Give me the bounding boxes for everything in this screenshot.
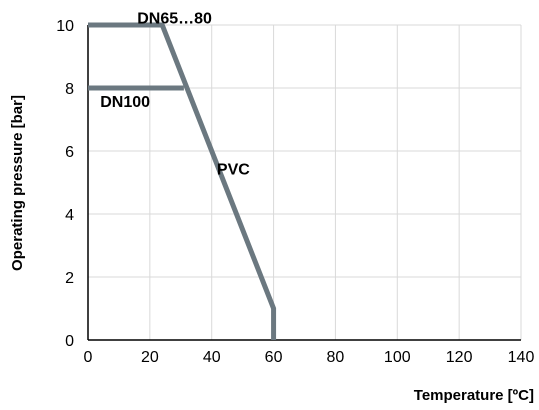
x-tick-label-0: 0	[84, 349, 93, 366]
x-tick-label-5: 100	[384, 349, 411, 366]
y-axis-title: Operating pressure [bar]	[9, 95, 26, 271]
y-tick-label-4: 8	[65, 81, 74, 98]
annotation-label-2: PVC	[217, 162, 250, 179]
x-tick-label-3: 60	[265, 349, 283, 366]
annotations: DN65…80 DN100 PVC	[100, 10, 250, 178]
x-tick-label-7: 140	[508, 349, 535, 366]
axes	[87, 25, 521, 341]
annotation-label-0: DN65…80	[137, 10, 212, 27]
series-line-0	[88, 22, 277, 340]
y-tick-label-0: 0	[65, 333, 74, 350]
grid	[88, 24, 522, 340]
x-tick-label-4: 80	[327, 349, 345, 366]
x-tick-label-6: 120	[446, 349, 473, 366]
series-lines	[88, 22, 277, 340]
x-tick-label-1: 20	[141, 349, 159, 366]
tick-labels: 0 20 40 60 80 100 120 140 0 2 4 6 8 10	[56, 18, 534, 366]
x-axis-title: Temperature [ºC]	[414, 387, 534, 404]
y-tick-label-2: 4	[65, 207, 74, 224]
y-tick-label-1: 2	[65, 270, 74, 287]
y-tick-label-5: 10	[56, 18, 74, 35]
x-tick-label-2: 40	[203, 349, 221, 366]
y-tick-label-3: 6	[65, 144, 74, 161]
annotation-label-1: DN100	[100, 94, 150, 111]
